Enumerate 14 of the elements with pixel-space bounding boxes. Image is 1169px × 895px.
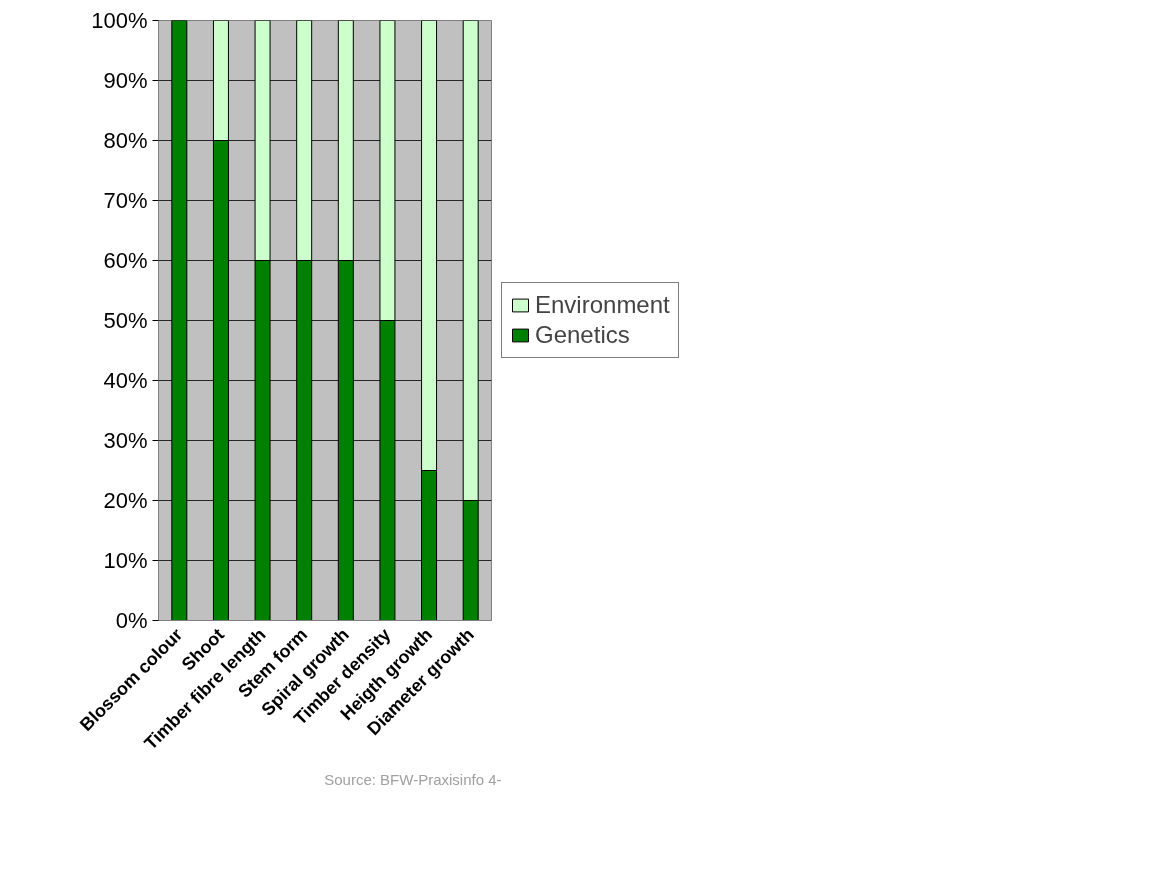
y-tick-label: 30% bbox=[103, 428, 148, 453]
legend-label: Environment bbox=[535, 291, 670, 319]
y-tick-label: 100% bbox=[91, 8, 148, 33]
y-tick-label: 70% bbox=[103, 188, 148, 213]
y-tick-label: 90% bbox=[103, 68, 148, 93]
y-tick-label: 20% bbox=[103, 488, 148, 513]
y-tick-label: 50% bbox=[103, 308, 148, 333]
y-tick-label: 0% bbox=[115, 608, 148, 633]
source-note: Source: BFW-Praxisinfo 4- bbox=[324, 770, 502, 788]
y-tick-label: 80% bbox=[103, 128, 148, 153]
y-tick-label: 10% bbox=[103, 548, 148, 573]
y-tick-label: 60% bbox=[103, 248, 148, 273]
legend-label: Genetics bbox=[535, 321, 630, 349]
y-tick-label: 40% bbox=[103, 368, 148, 393]
